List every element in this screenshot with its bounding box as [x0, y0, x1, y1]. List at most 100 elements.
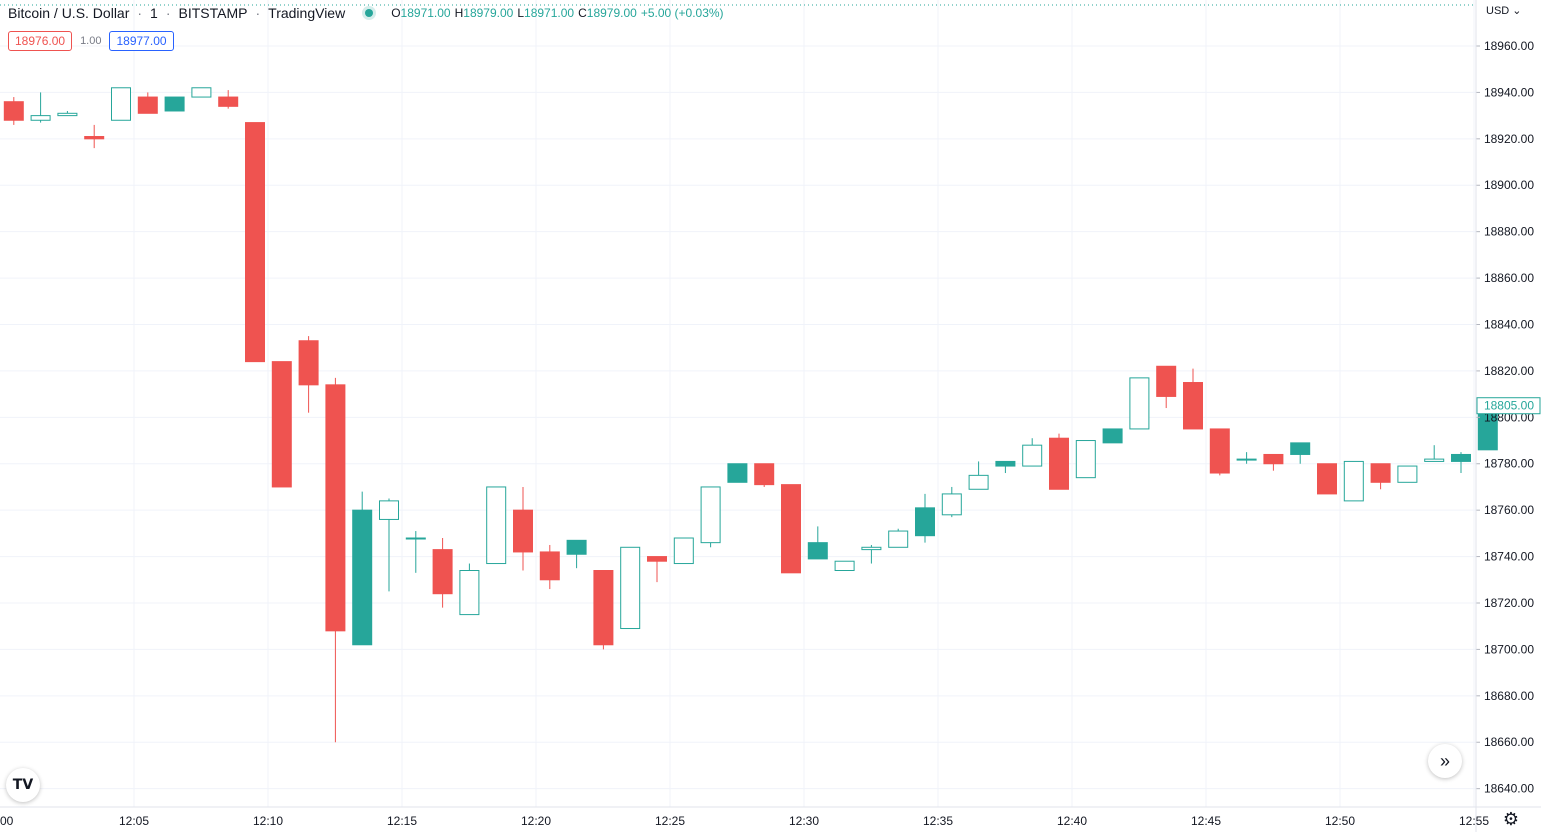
candle-body [30, 115, 51, 121]
bid-ask-panel: 18976.00 1.00 18977.00 [8, 31, 174, 51]
candle-body [593, 570, 614, 646]
candle [271, 361, 292, 488]
buy-price-button[interactable]: 18977.00 [109, 31, 174, 51]
candle [164, 96, 185, 112]
y-tick-label: 18940.00 [1484, 85, 1534, 99]
market-status-icon [365, 9, 374, 17]
candle-body [861, 546, 882, 551]
y-tick-label: 18820.00 [1484, 364, 1534, 378]
candle [807, 526, 828, 560]
candle [432, 538, 453, 608]
tradingview-logo[interactable]: TV [6, 768, 40, 802]
legend-separator: · [165, 5, 171, 21]
sell-price-button[interactable]: 18976.00 [8, 31, 73, 51]
candle [915, 493, 935, 543]
candle-body [566, 539, 587, 555]
y-tick-label: 18920.00 [1484, 132, 1534, 146]
candle-body [888, 530, 909, 548]
legend-separator: · [255, 5, 261, 21]
candle [1183, 368, 1203, 430]
candle-body [995, 460, 1016, 467]
candle-body [1263, 453, 1284, 465]
grid [0, 0, 1476, 807]
candle [298, 336, 319, 413]
candle [57, 110, 78, 117]
candle [754, 463, 775, 487]
candle-body [513, 509, 533, 553]
candle-body [57, 112, 78, 117]
candle-body [968, 474, 989, 490]
candle [834, 560, 855, 572]
candle [1451, 452, 1471, 474]
y-tick-label: 18680.00 [1484, 689, 1534, 703]
candle-body [1424, 458, 1445, 462]
double-chevron-right-icon: » [1439, 750, 1450, 771]
candle-body [459, 570, 480, 616]
chart-settings-button[interactable]: ⚙ [1500, 808, 1522, 830]
open-value: 18971.00 [400, 6, 451, 20]
y-tick-label: 18640.00 [1484, 782, 1534, 796]
gear-icon: ⚙ [1502, 808, 1520, 829]
candle [941, 486, 962, 518]
candle [1343, 460, 1364, 502]
candle [379, 498, 399, 592]
candle [111, 87, 131, 121]
ohlc-values: O18971.00 H18979.00 L18971.00 C18979.00 … [391, 6, 723, 20]
change-value: +5.00 (+0.03%) [640, 6, 724, 20]
x-tick-label: 12:40 [1057, 814, 1087, 828]
y-tick-label: 18960.00 [1484, 39, 1534, 53]
candle [620, 546, 641, 630]
candle [405, 531, 426, 573]
candle [673, 537, 694, 565]
candle-body [1317, 463, 1337, 495]
currency-button[interactable]: USD ⌄ [1480, 2, 1528, 19]
candle-body [486, 486, 507, 565]
candle [513, 486, 533, 571]
candle [352, 491, 373, 646]
candle-body [379, 500, 399, 520]
candle-body [1156, 365, 1177, 397]
y-tick-label: 18860.00 [1484, 271, 1534, 285]
x-tick-label: 12:45 [1191, 814, 1221, 828]
candle-body [1290, 442, 1311, 455]
candle-body [432, 549, 453, 595]
candle [566, 539, 587, 569]
legend-separator: · [137, 5, 143, 21]
x-tick-label: 00 [0, 814, 14, 828]
high-value: 18979.00 [463, 6, 514, 20]
candle [781, 484, 801, 574]
candle [1022, 438, 1043, 467]
candle [539, 544, 560, 590]
y-tick-label: 18900.00 [1484, 178, 1534, 192]
candle [968, 461, 989, 490]
candle [3, 97, 24, 125]
x-tick-label: 12:30 [789, 814, 819, 828]
x-tick-label: 12:05 [119, 814, 149, 828]
candle-body [700, 486, 721, 544]
candle [727, 463, 748, 483]
candle-body [1183, 382, 1203, 430]
candle [647, 556, 667, 583]
candle [1370, 463, 1391, 490]
exchange-label: BITSTAMP [178, 5, 248, 21]
candle-body [405, 537, 426, 540]
low-value: 18971.00 [524, 6, 575, 20]
scroll-to-realtime-button[interactable]: » [1428, 744, 1462, 778]
candle-body [807, 542, 828, 560]
candle [1129, 377, 1150, 430]
candle [1075, 440, 1096, 479]
candle-body [781, 484, 801, 574]
last-price-box [1476, 397, 1541, 415]
candle-body [1370, 463, 1391, 483]
symbol-name[interactable]: Bitcoin / U.S. Dollar [8, 5, 130, 21]
candle [1424, 445, 1445, 462]
interval-label: 1 [150, 5, 158, 21]
candle-body [673, 537, 694, 565]
close-value: 18979.00 [586, 6, 637, 20]
candle [245, 122, 265, 363]
candle [137, 92, 158, 114]
x-tick-label: 12:15 [387, 814, 417, 828]
